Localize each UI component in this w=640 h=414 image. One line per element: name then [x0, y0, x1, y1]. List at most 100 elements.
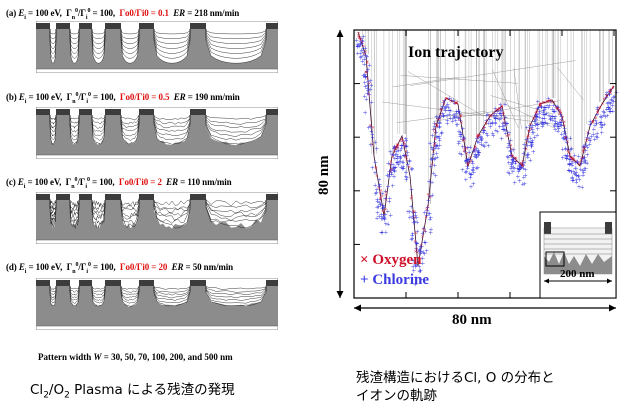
svg-text:+: + — [537, 113, 542, 122]
svg-text:+: + — [543, 110, 548, 119]
svg-text:+: + — [543, 104, 548, 113]
svg-text:+: + — [417, 246, 422, 255]
svg-text:+: + — [526, 141, 531, 150]
svg-text:+: + — [525, 151, 530, 160]
svg-text:+: + — [427, 210, 432, 219]
svg-text:+: + — [560, 153, 565, 162]
svg-text:+: + — [521, 164, 526, 173]
svg-text:+: + — [510, 158, 515, 167]
svg-text:×: × — [611, 86, 614, 92]
svg-text:+: + — [606, 103, 611, 112]
svg-text:×: × — [357, 34, 360, 40]
svg-text:+: + — [542, 119, 547, 128]
svg-text:×: × — [412, 210, 415, 216]
svg-text:+: + — [477, 149, 482, 158]
svg-text:+: + — [495, 107, 500, 116]
svg-text:+: + — [493, 119, 498, 128]
svg-text:+: + — [535, 112, 540, 121]
svg-text:+: + — [355, 42, 360, 51]
svg-text:+: + — [380, 228, 385, 237]
svg-text:+: + — [587, 135, 592, 144]
svg-text:×: × — [421, 235, 424, 241]
svg-text:×: × — [404, 155, 407, 161]
svg-text:+: + — [531, 128, 536, 137]
svg-text:+: + — [414, 274, 419, 283]
svg-text:+: + — [476, 147, 481, 156]
svg-text:+: + — [413, 262, 418, 271]
svg-text:+: + — [513, 159, 518, 168]
svg-text:+: + — [560, 145, 565, 154]
svg-text:+: + — [362, 79, 367, 88]
svg-text:+: + — [536, 104, 541, 113]
svg-text:+: + — [417, 247, 422, 256]
svg-text:+: + — [553, 126, 558, 135]
svg-text:×: × — [374, 165, 377, 171]
svg-text:+: + — [398, 152, 403, 161]
svg-text:+: + — [508, 147, 513, 156]
svg-text:×: × — [416, 259, 419, 265]
svg-text:+: + — [467, 148, 472, 157]
svg-text:×: × — [596, 108, 599, 114]
zoom-frame — [353, 29, 617, 299]
svg-text:×: × — [569, 156, 572, 162]
svg-text:+: + — [463, 168, 468, 177]
svg-text:×: × — [505, 134, 508, 140]
svg-text:+: + — [599, 114, 604, 123]
svg-text:+: + — [576, 172, 581, 181]
left-caption: Cl2/O2 Plasma による残渣の発現 — [30, 382, 235, 401]
svg-text:+: + — [445, 116, 450, 125]
svg-text:+: + — [582, 143, 587, 152]
svg-text:×: × — [364, 70, 367, 76]
svg-text:+: + — [400, 165, 405, 174]
svg-text:+: + — [486, 110, 491, 119]
svg-text:+: + — [595, 134, 600, 143]
svg-text:+: + — [389, 160, 394, 169]
svg-text:×: × — [377, 186, 380, 192]
svg-text:+: + — [583, 158, 588, 167]
svg-text:+: + — [563, 144, 568, 153]
svg-text:+: + — [573, 169, 578, 178]
svg-text:×: × — [436, 125, 439, 131]
svg-text:+: + — [418, 266, 423, 275]
svg-text:×: × — [503, 121, 506, 127]
svg-text:+: + — [432, 155, 437, 164]
svg-text:+: + — [570, 174, 575, 183]
svg-text:×: × — [424, 215, 427, 221]
svg-text:×: × — [414, 231, 417, 237]
svg-text:+: + — [570, 177, 575, 186]
svg-text:+: + — [471, 159, 476, 168]
svg-text:+: + — [561, 134, 566, 143]
svg-text:+: + — [387, 167, 392, 176]
ion-trajectory-figure: +++++ ++++++ +++ +++++++++++++ +++++++++++++… — [336, 29, 619, 312]
svg-text:+: + — [559, 115, 564, 124]
svg-text:+: + — [389, 169, 394, 178]
svg-text:+: + — [465, 162, 470, 171]
svg-text:+: + — [454, 121, 459, 130]
svg-text:+: + — [438, 141, 443, 150]
svg-text:+: + — [473, 152, 478, 161]
svg-text:+: + — [420, 247, 425, 256]
svg-text:×: × — [379, 192, 382, 198]
svg-text:×: × — [473, 148, 476, 154]
svg-text:+: + — [363, 109, 368, 118]
svg-text:+: + — [581, 171, 586, 180]
svg-text:+: + — [506, 139, 511, 148]
svg-text:+: + — [378, 200, 383, 209]
svg-text:+: + — [379, 214, 384, 223]
svg-text:+: + — [365, 53, 370, 62]
svg-text:+: + — [358, 54, 363, 63]
svg-text:+: + — [553, 107, 558, 116]
svg-text:×: × — [484, 122, 487, 128]
svg-text:+: + — [406, 208, 411, 217]
svg-text:+: + — [361, 44, 366, 53]
svg-text:+: + — [404, 136, 409, 145]
svg-text:+: + — [511, 163, 516, 172]
svg-text:+: + — [521, 160, 526, 169]
svg-text:+: + — [373, 168, 378, 177]
svg-text:×: × — [487, 114, 490, 120]
svg-text:+: + — [562, 129, 567, 138]
svg-text:+: + — [462, 147, 467, 156]
svg-text:+: + — [528, 138, 533, 147]
svg-text:+: + — [581, 154, 586, 163]
svg-text:×: × — [393, 148, 396, 154]
